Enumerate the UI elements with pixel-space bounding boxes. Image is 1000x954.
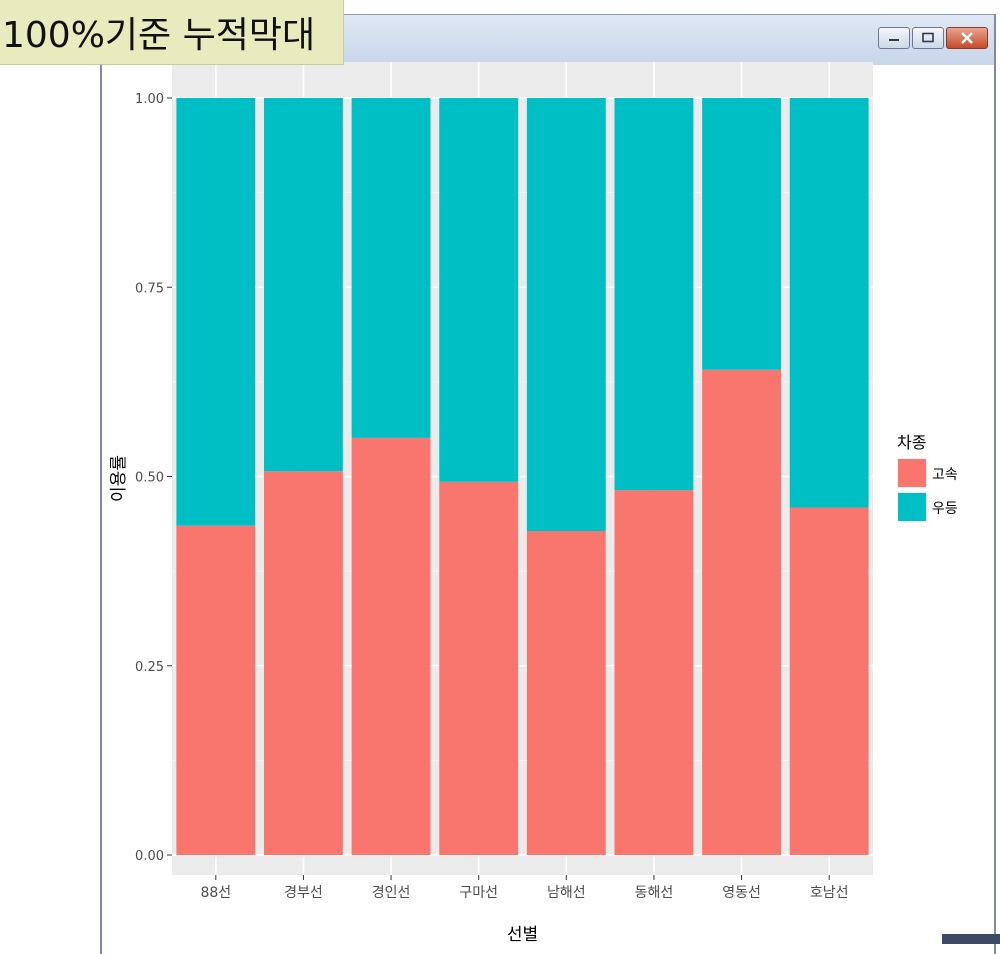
bar-udeung: [789, 98, 869, 508]
x-tick-label: 영동선: [722, 885, 761, 901]
close-icon[interactable]: [946, 27, 988, 49]
x-tick-label: 호남선: [810, 885, 849, 901]
legend-title: 차종: [897, 433, 926, 452]
legend-key-gosok: [898, 459, 926, 487]
legend-label: 우등: [932, 501, 958, 517]
y-tick-label: 0.25: [135, 660, 164, 675]
bar-gosok: [351, 437, 431, 855]
bar-udeung: [702, 98, 781, 370]
x-tick-label: 구마선: [459, 885, 498, 901]
x-tick-label: 동해선: [635, 885, 674, 901]
minimize-icon[interactable]: [878, 27, 910, 49]
corner-tab: [942, 934, 1000, 944]
x-tick-label: 경부선: [284, 885, 323, 901]
y-tick-label: 1.00: [135, 92, 164, 107]
chart-title-label: 100%기준 누적막대: [0, 0, 345, 65]
legend-key-udeung: [898, 493, 926, 521]
x-tick-label: 경인선: [372, 885, 411, 901]
x-tick-label: 88선: [200, 885, 231, 901]
bar-udeung: [439, 98, 519, 482]
bar-gosok: [702, 369, 781, 855]
bar-gosok: [526, 531, 606, 855]
bar-udeung: [614, 98, 694, 491]
window-controls: [878, 27, 988, 49]
x-tick-label: 남해선: [547, 885, 586, 901]
bar-gosok: [176, 525, 256, 855]
bar-udeung: [176, 98, 256, 526]
bar-gosok: [439, 481, 519, 855]
bar-udeung: [351, 98, 431, 438]
bar-gosok: [789, 507, 869, 855]
bar-gosok: [264, 471, 343, 855]
bar-gosok: [614, 490, 694, 855]
maximize-icon[interactable]: [912, 27, 944, 49]
legend-label: 고속: [932, 467, 958, 483]
y-tick-label: 0.00: [135, 849, 164, 864]
y-axis-title: 이용률: [109, 455, 129, 502]
x-axis-title: 선별: [507, 925, 538, 944]
bar-udeung: [264, 98, 343, 472]
y-tick-label: 0.50: [135, 471, 164, 486]
y-tick-label: 0.75: [135, 281, 164, 296]
bar-udeung: [526, 98, 606, 532]
